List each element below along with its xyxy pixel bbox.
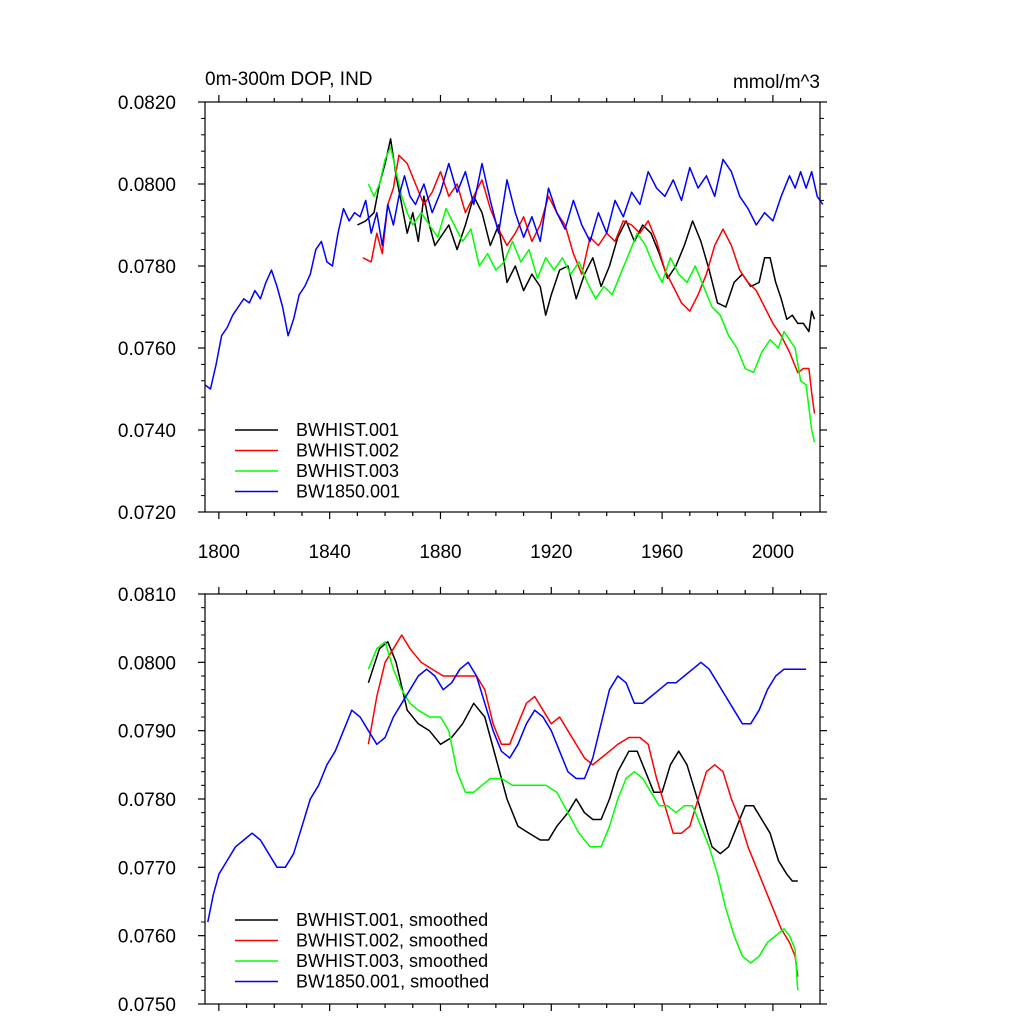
chart-title-right: mmol/m^3 [733,72,820,93]
x-tick-label: 1840 [309,542,351,563]
series-line-3 [367,641,799,991]
legend-label: BW1850.001 [296,482,400,502]
series-line-1 [357,138,816,333]
y-tick-label: 0.0720 [118,503,176,524]
y-tick-label: 0.0770 [118,858,176,879]
y-tick-label: 0.0780 [118,257,176,278]
y-tick-label: 0.0820 [118,93,176,114]
x-tick-label: 1960 [641,542,683,563]
plot-frame [204,101,821,513]
y-tick-label: 0.0750 [118,995,176,1016]
legend-label: BWHIST.003, smoothed [296,951,488,971]
legend-label: BWHIST.001 [296,420,399,440]
series-line-2 [362,154,816,414]
x-tick-label: 1880 [419,542,461,563]
x-tick-label: 2000 [752,542,794,563]
y-tick-label: 0.0800 [118,175,176,196]
legend-label: BWHIST.002 [296,441,399,461]
y-tick-label: 0.0760 [118,927,176,948]
x-tick-label: 1920 [530,542,572,563]
series-line-1 [367,641,798,882]
series-line-4 [204,158,824,390]
series-line-3 [367,146,816,443]
series-line-4 [207,661,807,923]
x-tick-label: 1800 [198,542,240,563]
y-tick-label: 0.0810 [118,585,176,606]
chart-title-left: 0m-300m DOP, IND [205,69,373,90]
top-panel: 1800 1840 1880 1920 1960 2000 0.0720 0.0740 0.07… [118,69,827,563]
series-line-2 [367,634,799,977]
legend-label: BWHIST.002, smoothed [296,931,488,951]
y-tick-label: 0.0760 [118,339,176,360]
y-tick-label: 0.0800 [118,653,176,674]
y-tick-label: 0.0790 [118,722,176,743]
legend-label: BWHIST.001, smoothed [296,910,488,930]
y-tick-label: 0.0780 [118,790,176,811]
legend-label: BWHIST.003 [296,461,399,481]
legend-label: BW1850.001, smoothed [296,972,489,992]
y-tick-label: 0.0740 [118,421,176,442]
bottom-panel: 0.0750 0.0760 0.0770 0.0780 0.0790 0.0800 0.08… [118,585,827,1016]
